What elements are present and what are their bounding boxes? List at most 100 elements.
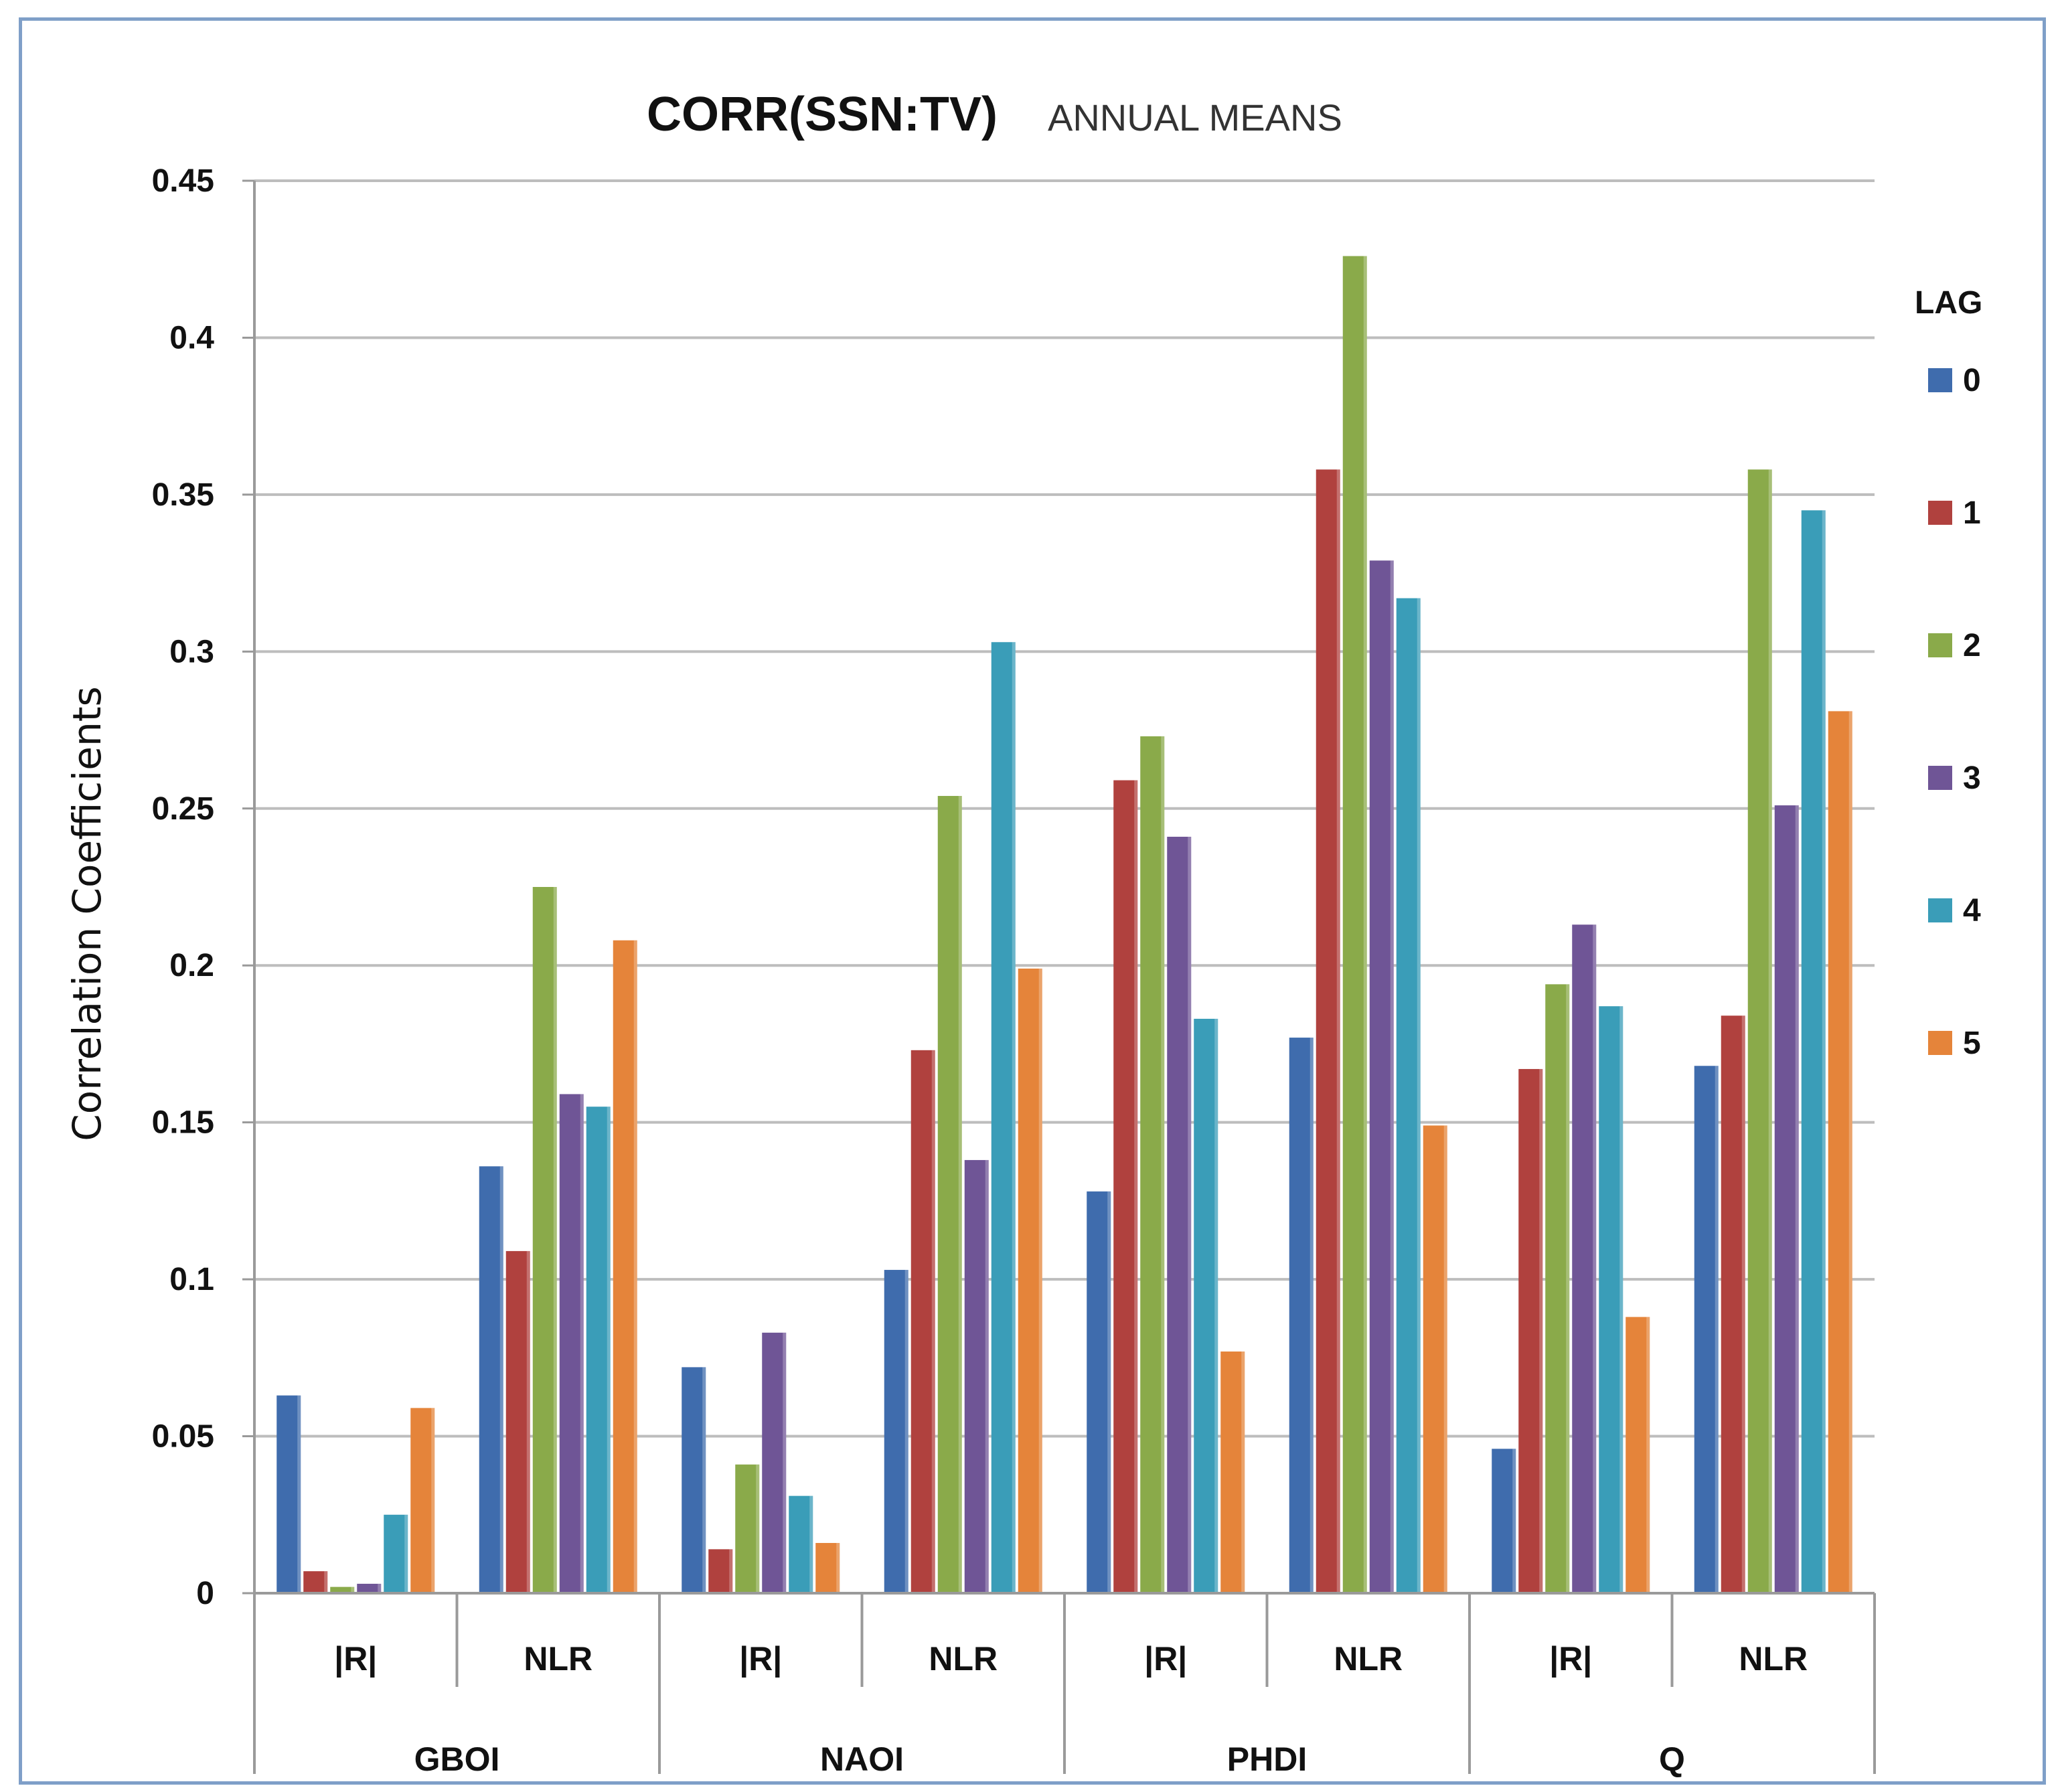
bar-lag-3	[1369, 560, 1394, 1594]
bar-lag-0	[276, 1395, 301, 1593]
bar-lag-4	[384, 1514, 408, 1593]
bar-highlight	[1038, 968, 1042, 1593]
bar-highlight	[351, 1586, 355, 1593]
axes	[242, 179, 1876, 1774]
bar-highlight	[1363, 256, 1367, 1593]
bar-highlight	[1188, 836, 1192, 1593]
bar-lag-3	[1167, 836, 1192, 1593]
y-tick-label: 0.3	[169, 634, 214, 669]
bar-highlight	[1417, 598, 1421, 1593]
bar-lag-2	[1545, 984, 1570, 1593]
legend-label-lag-1: 1	[1963, 495, 1981, 531]
bar-lag-2	[937, 796, 962, 1593]
legend-title: LAG	[1915, 285, 1982, 321]
bar-lag-3	[357, 1583, 382, 1593]
bar-highlight	[633, 940, 637, 1593]
bar-highlight	[985, 1159, 989, 1593]
bar-highlight	[1134, 780, 1138, 1593]
bar-highlight	[1539, 1068, 1543, 1593]
bar-highlight	[553, 887, 557, 1593]
bar-lag-2	[330, 1586, 355, 1593]
bar-highlight	[1768, 469, 1772, 1593]
bar-highlight	[1336, 469, 1340, 1593]
bar-highlight	[1107, 1191, 1111, 1593]
bar-lag-0	[1087, 1191, 1111, 1593]
bar-lag-0	[479, 1166, 503, 1593]
chart-subtitle: ANNUAL MEANS	[1048, 96, 1342, 139]
bar-lag-0	[1694, 1066, 1719, 1593]
bar-highlight	[729, 1549, 733, 1593]
bar-highlight	[1822, 510, 1826, 1594]
bar-lag-5	[1220, 1351, 1245, 1593]
legend-swatch-lag-3	[1928, 766, 1952, 790]
bar-highlight	[1646, 1317, 1650, 1593]
bar-lag-4	[1396, 598, 1421, 1593]
axis-labels: 0 0.05 0.1 0.15 0.2 0.25 0.3 0.35 0.4 0.45 |R| NLR |…	[152, 163, 1808, 1778]
bar-lag-1	[505, 1250, 530, 1593]
bar-lag-5	[410, 1408, 435, 1593]
bar-lag-4	[1599, 1006, 1623, 1593]
x-tick-label: |R|	[1549, 1640, 1592, 1678]
legend-swatch-lag-4	[1928, 898, 1952, 922]
bar-highlight	[702, 1367, 706, 1593]
bar-lag-0	[884, 1270, 908, 1593]
y-tick-label: 0.1	[169, 1262, 214, 1297]
legend-label-lag-5: 5	[1963, 1026, 1981, 1061]
legend-swatch-lag-0	[1928, 368, 1952, 392]
legend-label-lag-2: 2	[1963, 628, 1981, 663]
legend-swatch-lag-5	[1928, 1031, 1952, 1055]
bar-highlight	[756, 1464, 760, 1593]
bar-highlight	[607, 1107, 611, 1593]
bar-highlight	[580, 1094, 584, 1593]
y-tick-label: 0.2	[169, 948, 214, 983]
legend: 0 1 2 3 4 5	[1928, 363, 1981, 1061]
bar-lag-1	[910, 1050, 935, 1593]
bar-lag-3	[1774, 805, 1799, 1593]
bar-highlight	[1566, 984, 1570, 1593]
legend-swatch-lag-2	[1928, 633, 1952, 657]
bar-lag-3	[559, 1094, 584, 1593]
bar-lag-0	[682, 1367, 706, 1593]
bar-highlight	[297, 1395, 301, 1593]
bar-highlight	[958, 796, 962, 1593]
bar-highlight	[904, 1270, 908, 1593]
y-tick-label: 0.05	[152, 1419, 214, 1455]
y-tick-label: 0.25	[152, 791, 214, 827]
bar-lag-1	[1518, 1068, 1543, 1593]
y-tick-label: 0.45	[152, 163, 214, 199]
bar-lag-2	[1140, 736, 1165, 1593]
chart-frame	[19, 17, 2046, 1785]
bar-highlight	[499, 1166, 503, 1593]
bar-lag-3	[1572, 924, 1597, 1593]
group-label: PHDI	[1227, 1740, 1307, 1778]
x-tick-label: |R|	[739, 1640, 782, 1678]
bar-highlight	[1512, 1449, 1516, 1593]
bar-lag-2	[1342, 256, 1367, 1593]
bar-highlight	[1619, 1006, 1623, 1593]
bar-highlight	[1443, 1125, 1447, 1593]
bar-lag-5	[1018, 968, 1042, 1593]
bar-lag-1	[303, 1571, 328, 1593]
bar-lag-4	[1801, 510, 1826, 1594]
bar-highlight	[836, 1542, 840, 1593]
y-tick-label: 0.4	[169, 320, 214, 355]
bar-highlight	[526, 1250, 530, 1593]
bar-highlight	[324, 1571, 328, 1593]
legend-label-lag-4: 4	[1963, 893, 1981, 928]
legend-label-lag-3: 3	[1963, 760, 1981, 796]
bar-lag-1	[708, 1549, 733, 1593]
bar-highlight	[931, 1050, 935, 1593]
bar-highlight	[783, 1332, 787, 1593]
bar-lag-5	[613, 940, 637, 1593]
bar-highlight	[1795, 805, 1799, 1593]
chart-title: CORR(SSN:TV)	[647, 88, 998, 141]
bar-lag-2	[1747, 469, 1772, 1593]
bar-highlight	[431, 1408, 435, 1593]
bar-lag-5	[815, 1542, 840, 1593]
bar-highlight	[1715, 1066, 1719, 1593]
bar-highlight	[1161, 736, 1165, 1593]
group-label: Q	[1659, 1740, 1685, 1778]
bar-lag-1	[1316, 469, 1340, 1593]
group-label: NAOI	[820, 1740, 904, 1778]
